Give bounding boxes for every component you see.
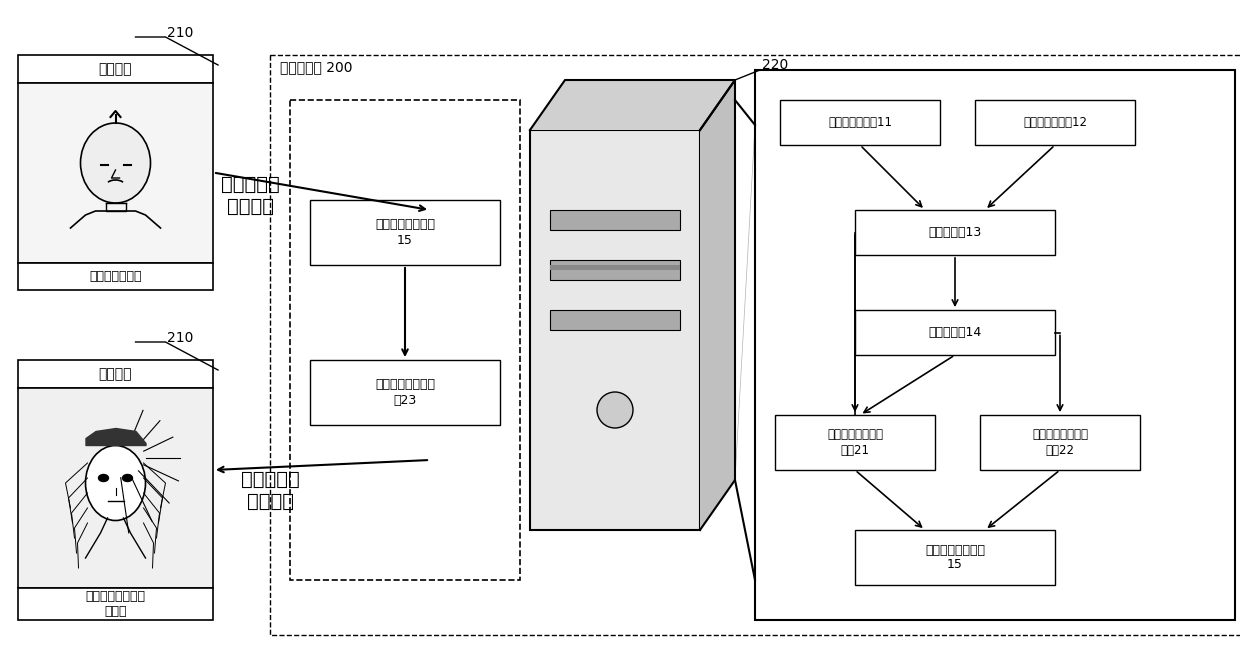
Text: 计算机系统 200: 计算机系统 200	[280, 60, 352, 74]
Polygon shape	[529, 80, 735, 130]
Bar	[529, 130, 701, 530]
Text: 高频脸型基的误差
数据22: 高频脸型基的误差 数据22	[1032, 428, 1087, 457]
Text: 请拍摄您的正脸: 请拍摄您的正脸	[89, 271, 141, 284]
Bar	[19, 55, 213, 83]
Bar	[856, 530, 1055, 585]
Text: 高精度人脸形状库
15: 高精度人脸形状库 15	[925, 543, 985, 572]
Text: 210: 210	[167, 26, 193, 40]
Bar	[780, 100, 940, 145]
Text: 高精度人脸
生成数据: 高精度人脸 生成数据	[241, 470, 299, 510]
Bar	[19, 588, 213, 620]
Ellipse shape	[98, 474, 109, 482]
Text: 高精度人脸形状库
15: 高精度人脸形状库 15	[374, 219, 435, 246]
Bar	[19, 360, 213, 388]
Bar	[551, 265, 680, 270]
Text: 低精度人脸数据12: 低精度人脸数据12	[1023, 116, 1087, 129]
Text: 角色设置: 角色设置	[99, 62, 133, 76]
Bar	[551, 260, 680, 280]
Text: 低频脸型基13: 低频脸型基13	[929, 226, 982, 239]
Bar	[856, 210, 1055, 255]
Circle shape	[596, 392, 632, 428]
Bar	[290, 100, 520, 580]
Bar	[980, 415, 1140, 470]
Text: 已根据您的形象生
成角色: 已根据您的形象生 成角色	[86, 590, 145, 618]
Text: 角色设置: 角色设置	[99, 367, 133, 381]
Polygon shape	[701, 80, 735, 530]
Text: 高精度人脸生成数
据23: 高精度人脸生成数 据23	[374, 378, 435, 407]
Bar	[19, 388, 213, 588]
Ellipse shape	[123, 474, 133, 482]
Bar	[310, 200, 500, 265]
Text: 220: 220	[763, 58, 789, 72]
Bar	[551, 310, 680, 330]
Bar	[975, 100, 1135, 145]
Text: 高频脸型基14: 高频脸型基14	[929, 326, 982, 339]
Bar	[19, 263, 213, 290]
Bar	[551, 210, 680, 230]
Bar	[270, 55, 1240, 635]
Ellipse shape	[81, 123, 150, 203]
Bar	[19, 83, 213, 263]
Bar	[775, 415, 935, 470]
Text: 低频脸型基的误差
数据21: 低频脸型基的误差 数据21	[827, 428, 883, 457]
Text: 高精度人脸数据11: 高精度人脸数据11	[828, 116, 892, 129]
Text: 210: 210	[167, 331, 193, 345]
Ellipse shape	[86, 445, 145, 520]
Bar	[755, 70, 1235, 620]
Bar	[310, 360, 500, 425]
Bar	[856, 310, 1055, 355]
Text: 低精度人脸
采集数据: 低精度人脸 采集数据	[221, 175, 279, 215]
